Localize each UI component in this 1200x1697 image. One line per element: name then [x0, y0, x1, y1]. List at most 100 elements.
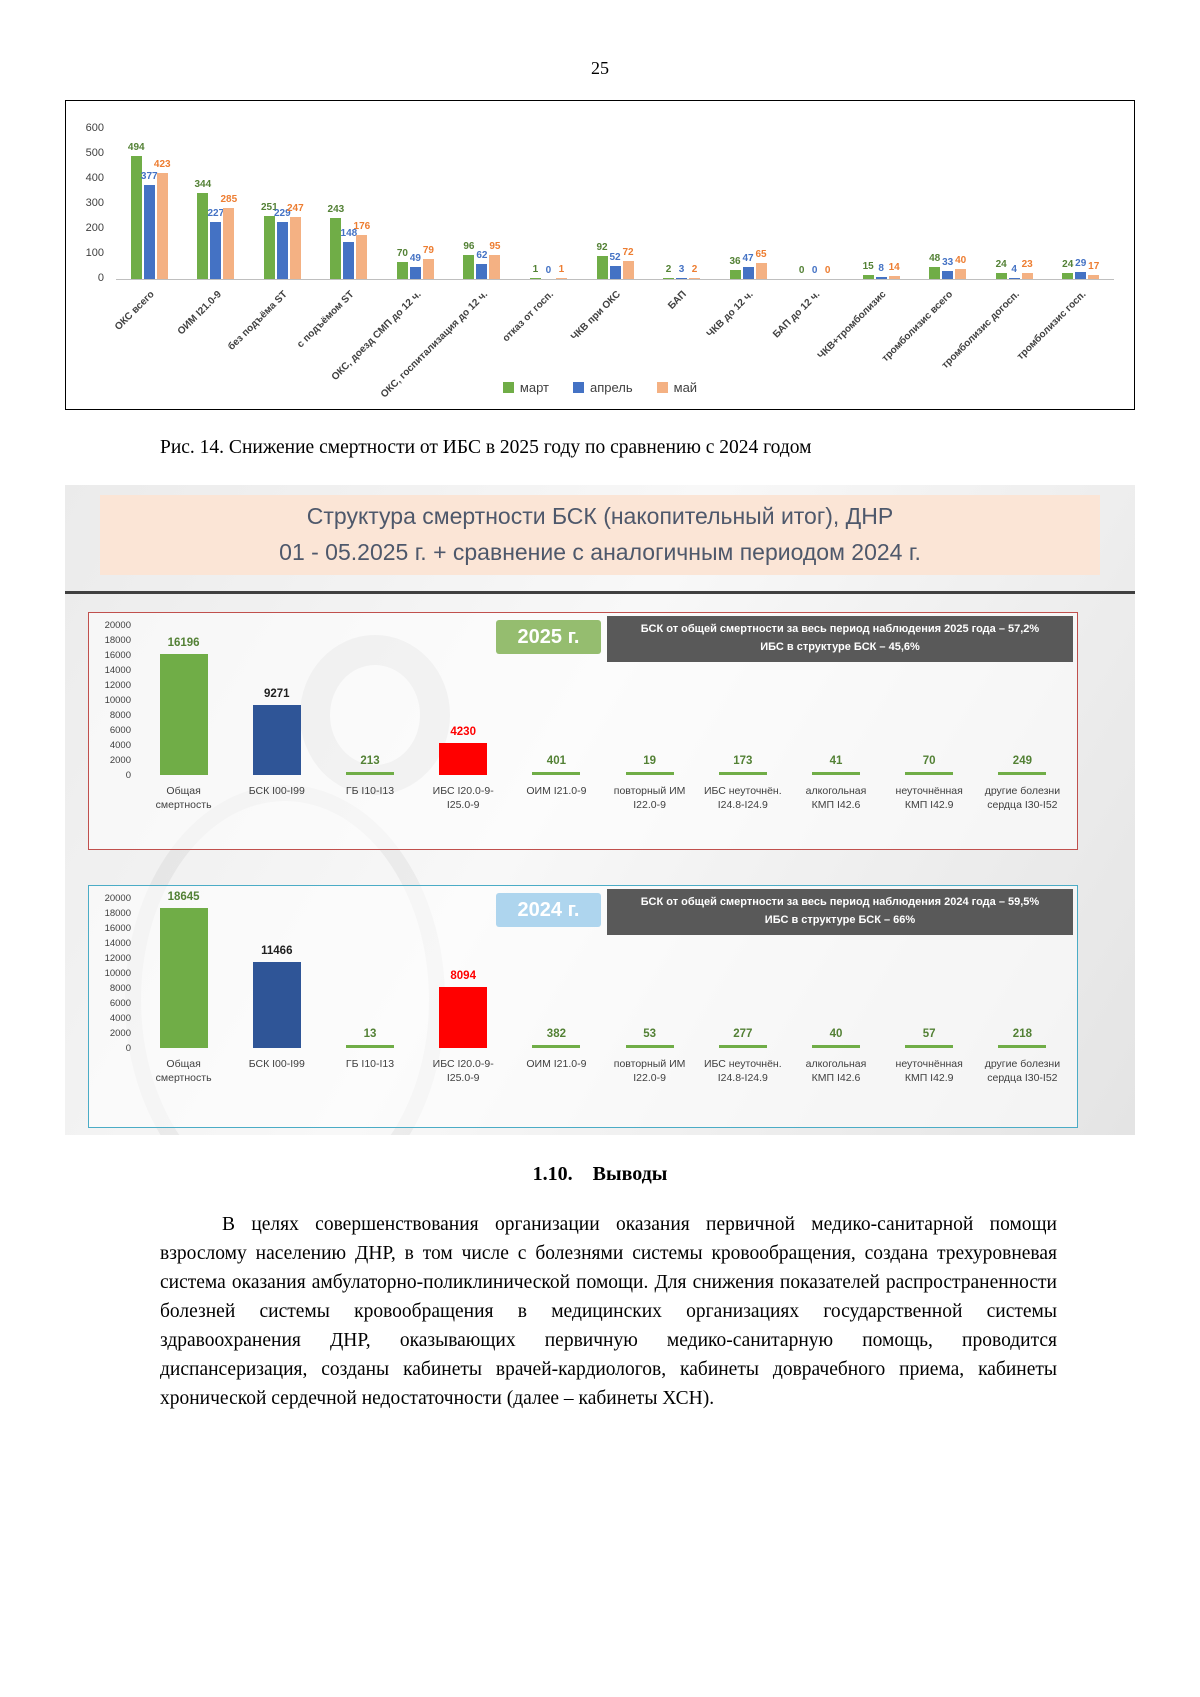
y-tick-label: 0 [125, 770, 131, 781]
category-label: другие болезни сердца I30-I52 [984, 785, 1061, 811]
bar-value-label: 36 [729, 256, 741, 267]
bar-май [289, 217, 301, 279]
bar-value-label: 19 [643, 755, 656, 767]
bar-value-label: 251 [260, 202, 278, 214]
bar-март [396, 261, 408, 279]
bar-value-label: 57 [922, 1028, 936, 1040]
bar [159, 908, 208, 1048]
category-label: ОКС всего [113, 289, 158, 333]
y-tick-label: 12000 [104, 953, 131, 964]
bar [998, 1045, 1047, 1048]
category-label: ГБ I10-I13 [345, 785, 395, 797]
bar-value-label: 40 [955, 255, 967, 266]
bar-value-label: 2 [665, 263, 672, 275]
bar [346, 772, 394, 775]
divider [65, 591, 1135, 594]
legend-item: май [656, 380, 697, 395]
category-label: без подъёма ST [226, 289, 291, 353]
category-label: ЧКВ до 12 ч. [705, 289, 756, 340]
bar [532, 1045, 581, 1048]
category-label: ИБС неуточнён. I24.8-I24.9 [703, 1058, 782, 1084]
bar-value-label: 79 [422, 245, 434, 257]
bar-май [755, 262, 767, 279]
category-label: алкогольная КМП I42.6 [805, 1058, 867, 1084]
category-label: повторный ИМ I22.0-9 [613, 1058, 686, 1084]
bar-март [929, 267, 941, 279]
bar-value-label: 47 [742, 253, 754, 265]
conclusions-paragraph: В целях совершенствования организации ок… [160, 1214, 1057, 1409]
bsk-figure: Структура смертности БСК (накопительный … [65, 485, 1135, 1135]
bar-май [555, 277, 567, 279]
bar-апрель [609, 266, 621, 279]
y-tick-label: 2000 [109, 1028, 131, 1039]
section-number: 1.10. [532, 1163, 573, 1185]
bar-апрель [1008, 277, 1020, 279]
bar [905, 772, 954, 775]
bar-май [422, 259, 434, 279]
bar-value-label: 40 [829, 1028, 843, 1040]
y-tick-label: 6000 [109, 725, 131, 736]
category-label: БСК I00-I99 [248, 1058, 305, 1070]
y-tick-label: 10000 [104, 695, 131, 706]
y-tick-label: 20000 [104, 620, 131, 631]
category-label: другие болезни сердца I30-I52 [984, 1058, 1061, 1084]
bar-value-label: 4 [1011, 263, 1017, 275]
bar-май [223, 207, 235, 279]
category-label: Общая смертность [155, 1058, 212, 1084]
legend-swatch [502, 382, 514, 393]
bar-март [330, 218, 342, 279]
bar-апрель [942, 270, 954, 279]
year-badge: 2024 г. [496, 893, 601, 927]
y-tick-label: 8000 [109, 710, 131, 721]
fig14-caption: Рис. 14. Снижение смертности от ИБС в 20… [160, 437, 812, 458]
bsk-2025-panel: 0 2000 4000 6000 8000 10000 12000 14000 16000 180… [88, 612, 1078, 850]
bar-май [489, 255, 501, 279]
bar-value-label: 382 [546, 1028, 566, 1040]
bar-value-label: 227 [207, 208, 225, 220]
category-label: ИБС I20.0-9- I25.0-9 [432, 1058, 494, 1084]
category-label: отказ от госп. [501, 289, 557, 345]
bar-value-label: 247 [286, 203, 304, 215]
bar-value-label: 213 [360, 755, 380, 767]
x-axis-line [116, 279, 1114, 280]
category-label: алкогольная КМП I42.6 [805, 785, 867, 811]
legend-label: март [519, 380, 549, 395]
bar-май [1088, 274, 1100, 279]
bar-value-label: 377 [140, 170, 158, 182]
bar-value-label: 11466 [261, 945, 293, 957]
bar-value-label: 92 [596, 242, 608, 253]
bar-value-label: 243 [327, 204, 345, 216]
bar-апрель [476, 263, 488, 279]
bar-март [463, 255, 475, 279]
note-box: БСК от общей смертности за весь период н… [607, 616, 1073, 662]
bar-value-label: 52 [609, 252, 621, 263]
bsk-title-line2: 01 - 05.2025 г. + сравнение с аналогичны… [279, 539, 921, 565]
y-tick-label: 2000 [109, 755, 131, 766]
y-tick-label: 14000 [104, 665, 131, 676]
y-tick-label: 8000 [109, 983, 131, 994]
bar-май [689, 277, 701, 279]
bar-value-label: 494 [127, 141, 145, 153]
bar-value-label: 29 [1075, 257, 1087, 269]
bar-value-label: 49 [409, 252, 421, 264]
bar [718, 1045, 767, 1048]
y-tick-label: 400 [85, 172, 104, 184]
bar-value-label: 48 [929, 253, 941, 264]
bar-value-label: 72 [622, 247, 634, 258]
bar-март [663, 277, 675, 279]
y-tick-label: 16000 [104, 650, 131, 661]
y-tick-label: 300 [85, 197, 104, 209]
bar-value-label: 4230 [450, 726, 476, 739]
bar-апрель [742, 267, 754, 279]
bar [532, 771, 581, 775]
category-label: БАП [666, 289, 690, 312]
category-label: ЧКВ+тромболизис [816, 289, 889, 362]
bar [439, 743, 488, 775]
category-label: повторный ИМ I22.0-9 [613, 785, 686, 811]
bar-март [263, 216, 275, 279]
bar-март [729, 270, 741, 279]
category-label: ИБС неуточнён. I24.8-I24.9 [703, 785, 782, 811]
bar-апрель [343, 242, 355, 279]
bar [812, 772, 860, 775]
bar-value-label: 70 [396, 247, 408, 259]
